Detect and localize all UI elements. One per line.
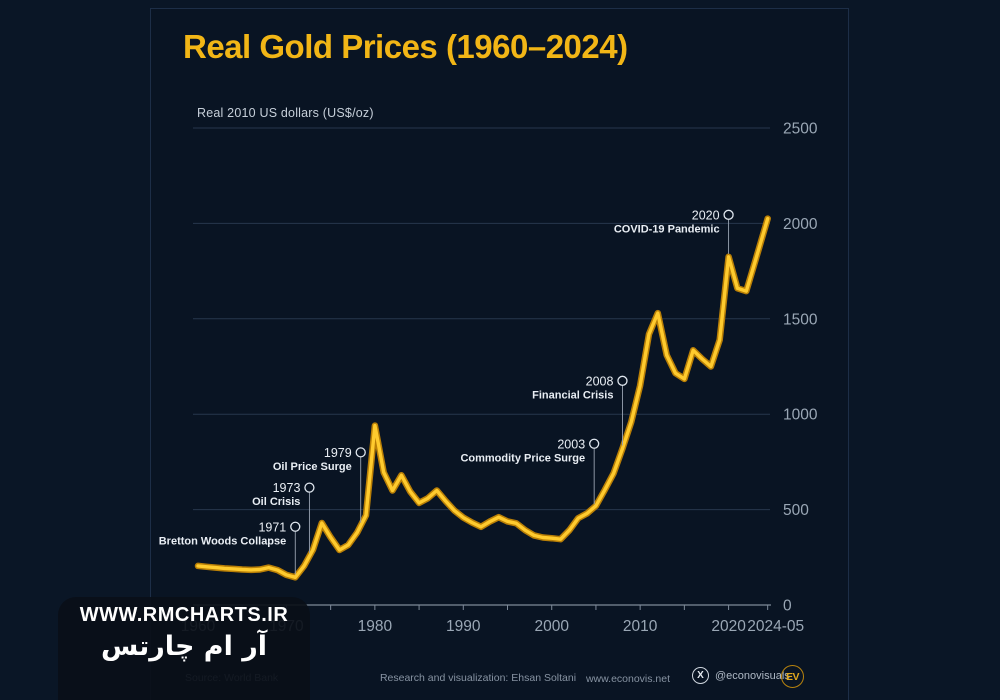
y-tick-label-1000: 1000	[783, 407, 818, 424]
annotation-label-2008: Financial Crisis	[532, 389, 613, 401]
annotation-label-2020: COVID-19 Pandemic	[614, 223, 720, 235]
annotation-year-2020: 2020	[692, 208, 720, 222]
x-tick-label-2010: 2010	[623, 618, 658, 635]
social-handle: @econovisuals	[715, 669, 790, 682]
y-tick-label-2500: 2500	[783, 121, 818, 138]
annotation-label-2003: Commodity Price Surge	[460, 452, 585, 464]
x-tick-label-1990: 1990	[446, 618, 481, 635]
y-tick-label-0: 0	[783, 598, 792, 615]
y-tick-label-1500: 1500	[783, 311, 818, 328]
annotation-marker-1973	[304, 482, 315, 493]
watermark-brand-persian: آر ام چارتس	[100, 631, 268, 662]
website-label: www.econovis.net	[585, 673, 671, 685]
social-row: X @econovisuals	[692, 667, 790, 684]
y-axis-unit-label: Real 2010 US dollars (US$/oz)	[197, 106, 374, 120]
annotation-year-1973: 1973	[273, 481, 301, 495]
annotation-year-1979: 1979	[324, 446, 352, 460]
annotation-label-1973: Oil Crisis	[252, 496, 300, 508]
annotation-marker-2003	[589, 438, 600, 449]
y-tick-label-2000: 2000	[783, 216, 818, 233]
econovisuals-logo: EV	[781, 665, 804, 688]
x-twitter-icon: X	[692, 667, 709, 684]
annotation-label-1971: Bretton Woods Collapse	[159, 535, 287, 547]
watermark-url: WWW.RMCHARTS.IR	[79, 604, 289, 626]
credit-label: Research and visualization: Ehsan Soltan…	[379, 672, 577, 684]
annotation-year-1971: 1971	[258, 520, 286, 534]
x-tick-label-2024-05: 2024-05	[747, 618, 804, 635]
chart-card	[150, 8, 849, 700]
annotation-label-1979: Oil Price Surge	[273, 461, 352, 473]
annotation-marker-1979	[355, 447, 366, 458]
annotation-marker-2008	[617, 375, 628, 386]
y-tick-label-500: 500	[783, 502, 809, 519]
annotation-year-2008: 2008	[586, 374, 614, 388]
price-line	[196, 216, 770, 579]
watermark-box: WWW.RMCHARTS.IR آر ام چارتس	[58, 597, 310, 700]
annotation-marker-1971	[290, 521, 301, 532]
x-tick-label-2020: 2020	[711, 618, 746, 635]
annotation-year-2003: 2003	[557, 437, 585, 451]
chart-title: Real Gold Prices (1960–2024)	[183, 28, 628, 65]
x-tick-label-2000: 2000	[534, 618, 569, 635]
annotation-marker-2020	[723, 209, 734, 220]
x-tick-label-1980: 1980	[358, 618, 393, 635]
